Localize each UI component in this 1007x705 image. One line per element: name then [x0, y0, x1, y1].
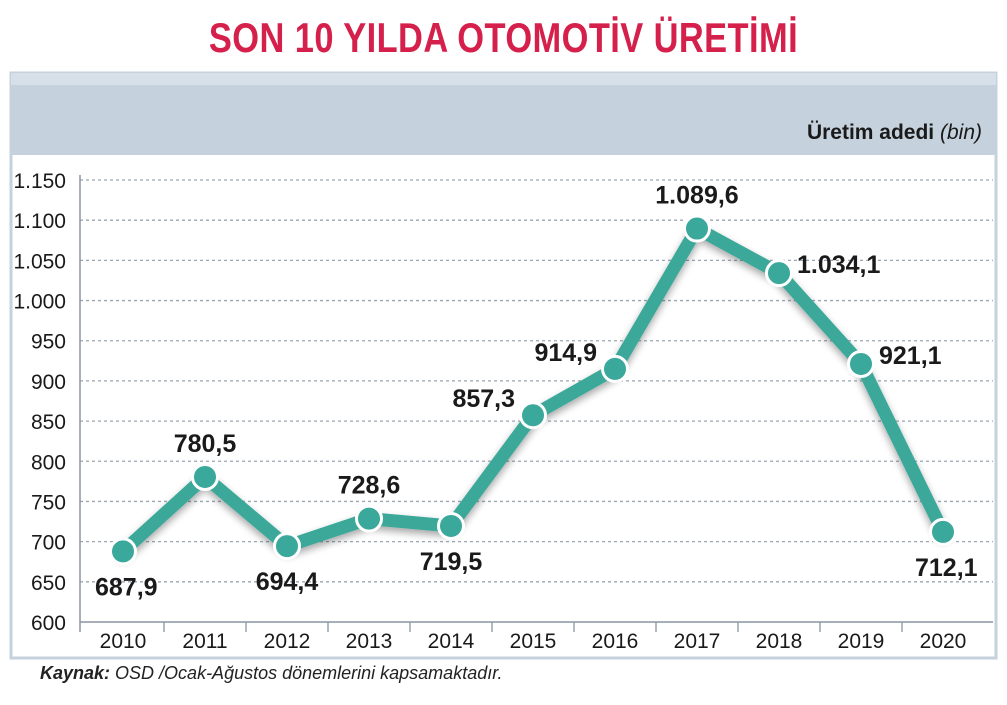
x-tick-label: 2011 [182, 630, 227, 653]
data-label: 728,6 [338, 472, 401, 500]
x-tick-label: 2012 [264, 630, 311, 653]
unit-label-unit: (bin) [940, 121, 982, 144]
header-band [11, 73, 996, 155]
data-label: 719,5 [420, 548, 483, 576]
header-band-top [11, 73, 996, 85]
y-tick-label: 650 [31, 572, 66, 595]
x-tick-label: 2014 [428, 630, 475, 653]
data-label: 921,1 [879, 342, 942, 370]
data-label: 694,4 [256, 568, 319, 596]
chart-title: SON 10 YILDA OTOMOTİV ÜRETİMİ [208, 14, 799, 61]
source-text: OSD /Ocak-Ağustos dönemlerini kapsamakta… [115, 663, 503, 683]
x-tick-label: 2015 [510, 630, 557, 653]
y-tick-label: 950 [31, 331, 66, 354]
unit-label: Üretim adedi (bin) [807, 121, 982, 144]
data-label: 1.034,1 [797, 251, 881, 279]
y-tick-label: 700 [31, 532, 66, 555]
data-label: 914,9 [534, 339, 597, 367]
y-tick-label: 600 [31, 612, 66, 635]
data-label: 1.089,6 [655, 182, 738, 210]
y-tick-label: 800 [31, 451, 66, 474]
source-label: Kaynak: [40, 663, 111, 683]
chart-frame [9, 71, 998, 660]
x-tick-label: 2018 [756, 630, 803, 653]
data-point [355, 504, 383, 533]
grid-layer [80, 179, 993, 583]
data-point [437, 511, 465, 540]
source-note: Kaynak: OSD /Ocak-Ağustos dönemlerini ka… [40, 663, 503, 684]
data-point [683, 214, 711, 243]
y-tick-label: 1.000 [13, 291, 66, 314]
data-label: 857,3 [452, 385, 515, 413]
data-label: 687,9 [95, 573, 158, 601]
data-point [191, 462, 219, 491]
x-tick-label: 2016 [592, 630, 639, 653]
y-tick-label: 1.050 [13, 250, 66, 273]
unit-label-main: Üretim adedi [807, 121, 934, 144]
y-tick-label: 900 [31, 371, 66, 394]
data-point [929, 517, 957, 546]
data-point [601, 354, 629, 383]
data-point [273, 532, 301, 561]
x-tick-label: 2019 [838, 630, 885, 653]
point-layer [109, 214, 957, 566]
y-tick-label: 1.100 [13, 210, 66, 233]
data-point [109, 537, 137, 566]
y-tick-label: 750 [31, 491, 66, 514]
y-tick-label: 850 [31, 411, 66, 434]
x-tick-label: 2017 [674, 630, 721, 653]
x-tick-label: 2020 [920, 630, 967, 653]
label-layer: 687,9 780,5 694,4 728,6 719,5 857,3 914,9 1.089… [95, 182, 978, 602]
y-tick-label: 1.150 [13, 170, 66, 193]
x-tick-label: 2013 [346, 630, 393, 653]
data-point [519, 401, 547, 430]
axis-layer: 600 650 700 750 800 850 900 950 1.000 1.050 1.100 1… [13, 170, 993, 653]
x-tick-label: 2010 [100, 630, 147, 653]
data-point [847, 349, 875, 378]
data-label: 780,5 [174, 430, 237, 458]
data-point [765, 259, 793, 288]
data-label: 712,1 [915, 554, 978, 582]
